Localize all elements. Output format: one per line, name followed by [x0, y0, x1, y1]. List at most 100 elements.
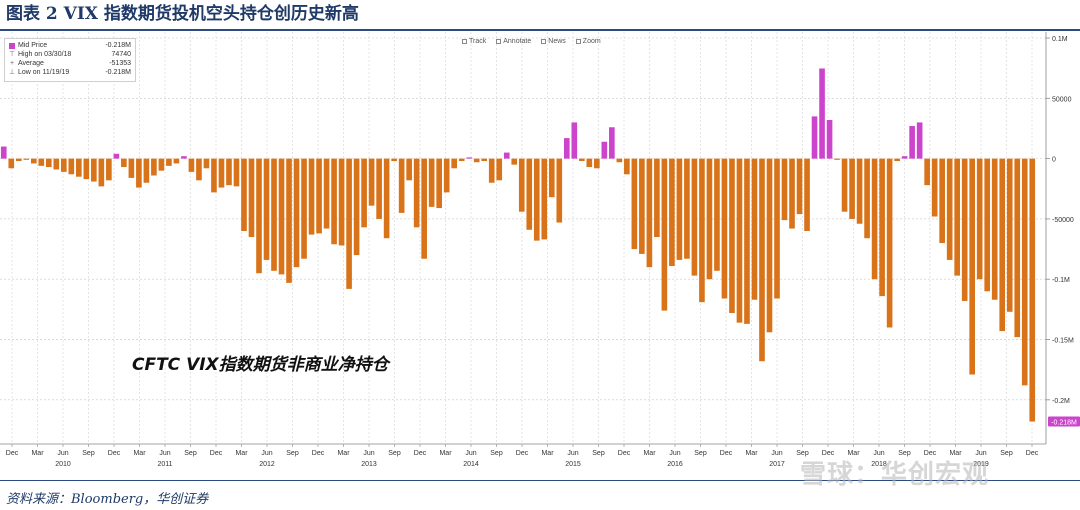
x-year-label: 2018 [871, 461, 887, 468]
data-bar [931, 158, 938, 217]
data-bar [886, 158, 893, 328]
x-year-label: 2016 [667, 461, 683, 468]
data-bar [811, 116, 818, 159]
x-month-label: Mar [643, 450, 656, 457]
data-bar [901, 156, 908, 159]
x-month-label: Mar [745, 450, 758, 457]
data-bar [308, 158, 315, 235]
data-bar [278, 158, 285, 275]
data-bar [503, 152, 510, 159]
y-tick-label: -0.1M [1052, 277, 1070, 284]
zoom-icon [575, 38, 581, 44]
x-month-label: Jun [465, 450, 476, 457]
annotate-button[interactable]: Annotate [496, 38, 531, 45]
news-button[interactable]: News [541, 38, 566, 45]
data-bar [151, 158, 157, 176]
data-bar [376, 158, 382, 219]
data-bar [60, 158, 67, 172]
legend-low-label: Low on 11/19/19 [18, 69, 70, 76]
data-bar [23, 158, 30, 160]
data-bar [458, 158, 465, 162]
data-bar [158, 158, 165, 171]
x-month-label: Dec [6, 450, 19, 457]
x-month-label: Jun [159, 450, 170, 457]
data-bar [624, 158, 630, 175]
data-bar [819, 68, 825, 159]
track-button[interactable]: Track [462, 38, 486, 45]
data-bar [541, 158, 548, 240]
legend-high-label: High on 03/30/18 [18, 51, 72, 58]
x-year-label: 2014 [463, 461, 479, 468]
data-bar [428, 158, 435, 207]
data-bar [1014, 158, 1021, 338]
data-bar [496, 158, 503, 181]
data-bar [391, 158, 397, 162]
x-month-label: Jun [261, 450, 272, 457]
data-bar [706, 158, 713, 280]
data-bar [616, 158, 623, 163]
data-bar [286, 158, 292, 283]
y-tick-label: 0 [1052, 157, 1056, 164]
source-divider [0, 480, 1080, 481]
data-bar [1021, 158, 1028, 386]
data-bar [661, 158, 668, 311]
data-bar [991, 158, 998, 300]
data-bar [413, 158, 420, 228]
data-bar [1006, 158, 1013, 312]
low-marker-icon: ⊥ [9, 69, 16, 76]
data-bar [646, 158, 653, 268]
legend-avg-label: Average [18, 60, 44, 67]
news-icon [541, 38, 547, 44]
data-bar [136, 158, 142, 188]
x-month-label: Sep [490, 450, 503, 457]
y-tick-label: -0.15M [1052, 338, 1074, 345]
x-month-label: Sep [592, 450, 605, 457]
data-bar [0, 146, 7, 159]
data-bar [609, 127, 615, 159]
data-bar [8, 158, 15, 169]
track-icon [462, 38, 467, 44]
data-bar [578, 158, 585, 162]
x-year-label: 2012 [259, 461, 275, 468]
chart-toolbar: Track Annotate News Zoom [462, 34, 601, 48]
x-month-label: Sep [82, 450, 95, 457]
data-bar [789, 158, 795, 229]
zoom-button[interactable]: Zoom [575, 38, 601, 45]
x-month-label: Dec [822, 450, 835, 457]
x-month-label: Dec [414, 450, 427, 457]
data-bar [188, 158, 195, 172]
x-month-label: Jun [873, 450, 884, 457]
data-bar [976, 158, 983, 280]
x-month-label: Dec [924, 450, 937, 457]
data-bar [38, 158, 45, 166]
data-bar [669, 158, 675, 266]
data-bar [361, 158, 367, 228]
data-bar [699, 158, 705, 303]
x-year-label: 2010 [55, 461, 71, 468]
data-bar [451, 158, 458, 169]
x-month-label: Mar [133, 450, 146, 457]
data-bar [421, 158, 427, 259]
x-month-label: Mar [31, 450, 44, 457]
data-bar [353, 158, 360, 256]
data-bar [751, 158, 758, 300]
data-bar [744, 158, 750, 324]
data-bar [654, 158, 660, 238]
average-marker-icon: + [9, 60, 15, 67]
x-month-label: Mar [541, 450, 554, 457]
last-value-badge [1048, 416, 1080, 427]
data-bar [173, 158, 180, 164]
data-bar [594, 158, 600, 169]
data-bar [729, 158, 735, 314]
data-bar [211, 158, 217, 193]
x-month-label: Jun [57, 450, 68, 457]
data-bar [511, 158, 518, 165]
title-divider [0, 29, 1080, 31]
data-bar [796, 158, 803, 215]
x-month-label: Mar [439, 450, 452, 457]
data-bar [1029, 158, 1036, 422]
data-bar [196, 158, 202, 181]
data-bar [181, 156, 187, 159]
data-bar [864, 158, 870, 239]
data-bar [984, 158, 991, 292]
